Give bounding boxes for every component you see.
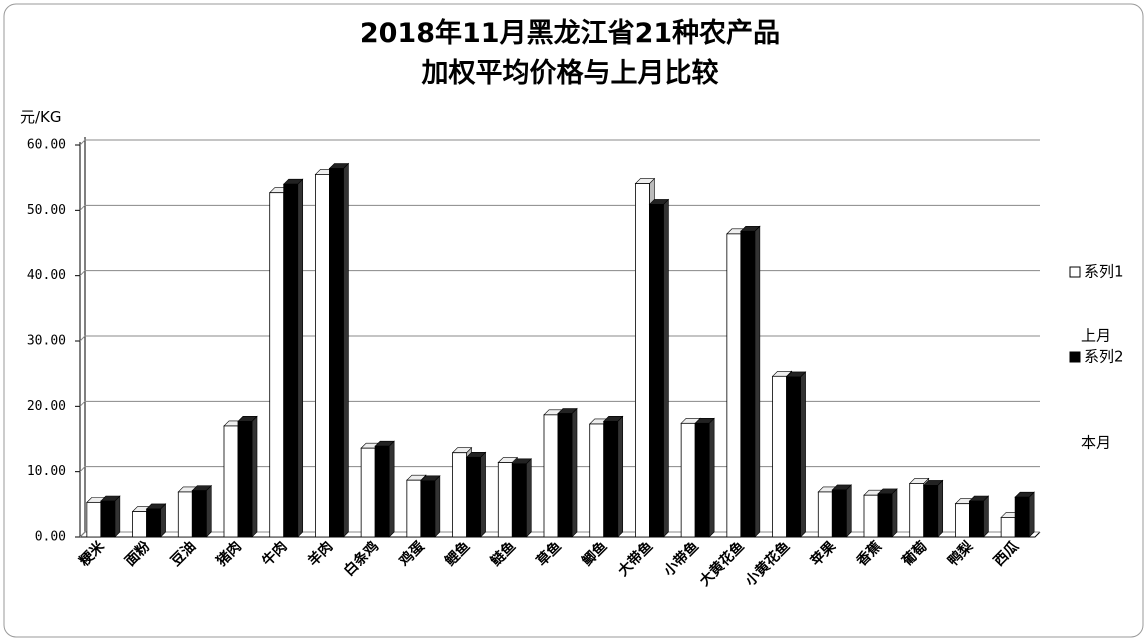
bar: [329, 168, 344, 538]
bar: [223, 425, 239, 538]
y-tick-label: 50.00: [27, 203, 66, 218]
bar: [283, 183, 299, 538]
grid-line: [79, 270, 1040, 277]
bar-side: [480, 451, 486, 538]
bar: [923, 484, 939, 538]
bar-side: [617, 415, 624, 538]
bar-side: [891, 488, 898, 538]
bar: [420, 480, 436, 538]
bar-side: [754, 225, 761, 538]
bar: [649, 204, 664, 538]
bar-side: [388, 440, 395, 538]
bar: [315, 173, 330, 538]
bar: [863, 494, 879, 538]
bar-side: [708, 417, 715, 538]
bar-side: [251, 415, 258, 538]
y-tick-label: 30.00: [27, 334, 66, 349]
bar: [543, 414, 559, 538]
bar-side: [114, 495, 121, 538]
bar: [786, 376, 801, 538]
bar: [191, 490, 207, 538]
y-tick-label: 10.00: [27, 464, 66, 479]
bar: [100, 500, 116, 538]
bar: [557, 413, 573, 538]
bar: [237, 420, 253, 538]
legend-label: 系列2: [1084, 348, 1124, 366]
grid-line: [79, 531, 1040, 538]
bar-side: [937, 479, 944, 538]
bar: [831, 489, 847, 538]
grid-line: [79, 139, 1040, 146]
bar-side: [525, 458, 532, 538]
legend-swatch: [1069, 351, 1081, 363]
bar: [694, 422, 710, 538]
bar: [146, 508, 161, 538]
bar: [740, 230, 756, 538]
bar-side: [160, 503, 166, 538]
bar-side: [571, 407, 578, 538]
bar: [511, 463, 527, 538]
y-tick-label: 40.00: [27, 268, 66, 283]
bar: [497, 462, 513, 538]
legend-label: 系列1: [1084, 263, 1124, 281]
bar: [877, 493, 893, 538]
bar: [406, 479, 422, 538]
bar-side: [434, 475, 441, 538]
bar: [955, 503, 970, 538]
bar: [635, 183, 650, 538]
bar: [680, 422, 696, 538]
bar: [360, 447, 376, 538]
bar: [132, 511, 147, 538]
grid-line: [79, 400, 1040, 407]
bar: [589, 423, 605, 538]
grid-line: [79, 466, 1040, 473]
bar: [1014, 496, 1030, 538]
bar-side: [1028, 491, 1035, 538]
bar-side: [845, 484, 852, 538]
bar: [909, 483, 925, 538]
bar: [177, 491, 193, 538]
chart-frame: [3, 3, 1144, 638]
bar-side: [800, 371, 806, 538]
bar-side: [343, 162, 349, 538]
bar: [466, 456, 481, 538]
legend-note: 上月: [1081, 327, 1111, 345]
bar-side: [983, 495, 989, 538]
y-tick-label: 60.00: [27, 138, 66, 153]
bar: [772, 375, 787, 538]
chart-title: 加权平均价格与上月比较: [422, 57, 719, 89]
bar: [817, 491, 833, 538]
grid-line: [79, 335, 1040, 342]
bar: [1000, 517, 1016, 538]
floor: [80, 531, 1041, 538]
legend-swatch: [1069, 266, 1081, 278]
bar-side: [663, 198, 669, 538]
bar: [374, 445, 390, 538]
bar-side: [205, 484, 212, 538]
bar: [86, 501, 102, 538]
bar-side: [297, 178, 304, 538]
bar: [269, 192, 285, 538]
y-axis-label: 元/KG: [20, 108, 62, 126]
bar: [726, 233, 742, 538]
grid-line: [79, 204, 1040, 211]
chart-title: 2018年11月黑龙江省21种农产品: [360, 17, 780, 49]
bar: [452, 452, 467, 538]
bar: [603, 420, 619, 538]
y-tick-label: 0.00: [35, 530, 66, 545]
legend-note: 本月: [1081, 434, 1111, 452]
y-tick-label: 20.00: [27, 399, 66, 414]
bar: [969, 500, 984, 538]
